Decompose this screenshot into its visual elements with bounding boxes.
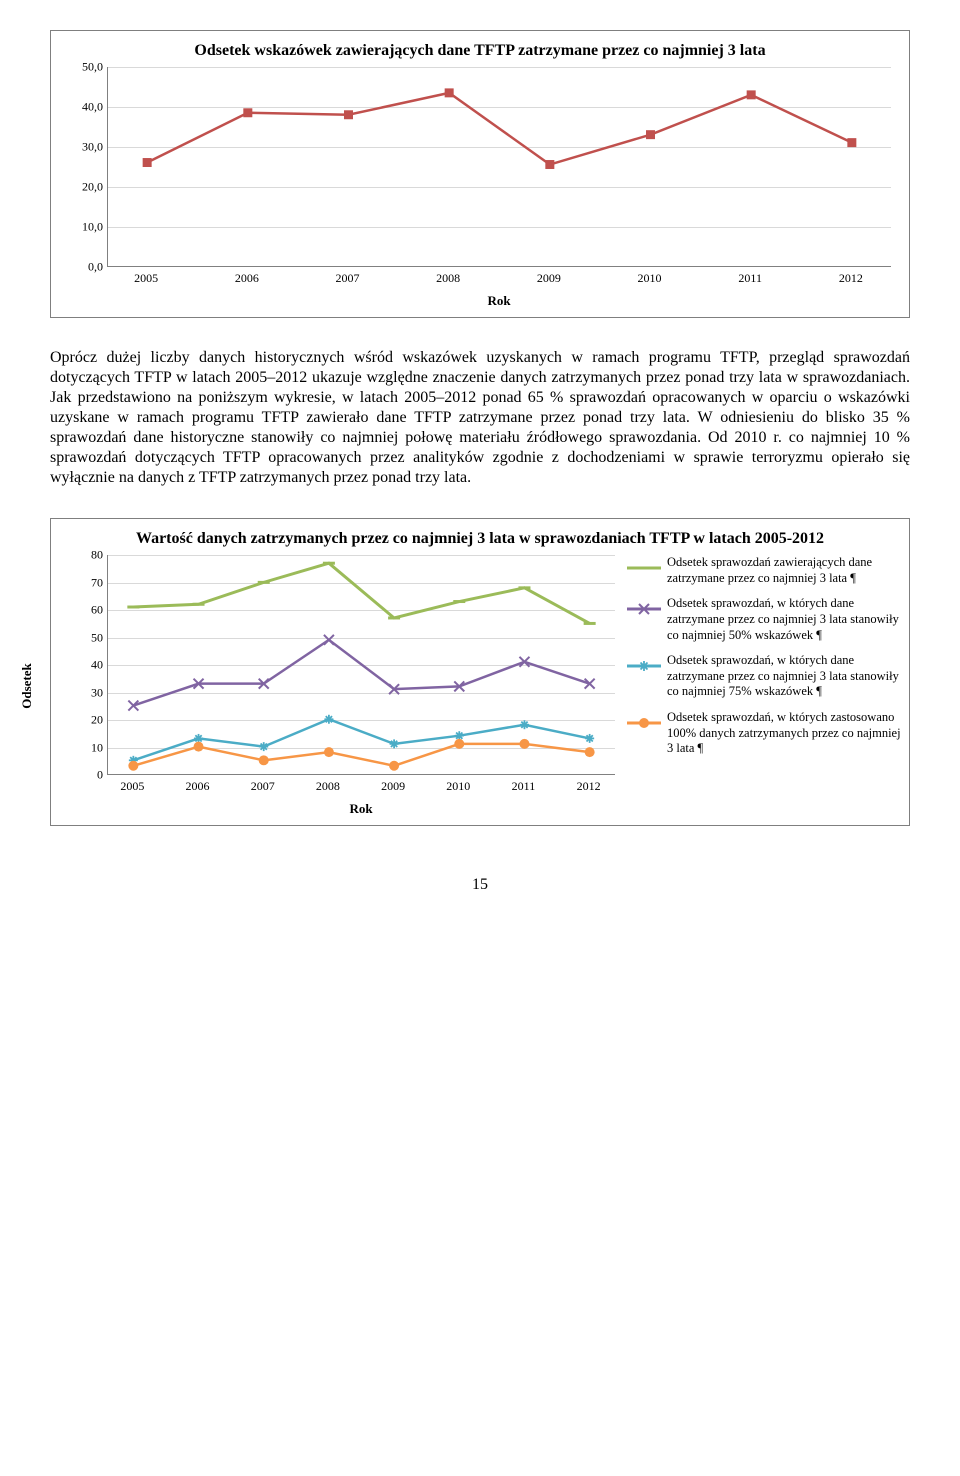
chart-1-svg [108,67,891,266]
chart-2: Wartość danych zatrzymanych przez co naj… [50,518,910,826]
chart-2-y-title: Odsetek [19,663,35,709]
legend-swatch-icon [627,561,661,580]
series-line-percent-tips [147,93,852,165]
x-tick-label: 2009 [381,779,405,794]
chart-1-title: Odsetek wskazówek zawierających dane TFT… [119,41,841,61]
x-tick-label: 2008 [436,271,460,286]
y-tick-label: 10 [91,740,103,755]
series-line-reports-containing [133,563,589,623]
body-paragraph: Oprócz dużej liczby danych historycznych… [50,348,910,488]
chart-2-legend: Odsetek sprawozdań zawierających dane za… [627,555,901,757]
legend-label: Odsetek sprawozdań, w których dane zatrz… [667,653,901,700]
series-line-reports-50pct [133,640,589,706]
y-tick-label: 20,0 [82,180,103,195]
y-tick-label: 70 [91,575,103,590]
y-tick-label: 10,0 [82,220,103,235]
legend-swatch-icon [627,659,661,678]
legend-item: Odsetek sprawozdań, w których dane zatrz… [627,653,901,700]
y-tick-label: 40,0 [82,100,103,115]
y-tick-label: 0 [97,768,103,783]
chart-1-x-labels: 2005 2006 2007 2008 2009 2010 2011 2012 [107,271,891,291]
x-tick-label: 2006 [235,271,259,286]
legend-item: Odsetek sprawozdań, w których dane zatrz… [627,596,901,643]
y-tick-label: 40 [91,658,103,673]
x-tick-label: 2011 [512,779,536,794]
chart-1-plot-area: 0,010,020,030,040,050,0 2005200620072008… [107,67,891,309]
x-tick-label: 2012 [839,271,863,286]
legend-label: Odsetek sprawozdań, w których dane zatrz… [667,596,901,643]
x-tick-label: 2005 [120,779,144,794]
legend-swatch-icon [627,602,661,621]
y-tick-label: 50,0 [82,60,103,75]
x-tick-label: 2005 [134,271,158,286]
chart-2-title: Wartość danych zatrzymanych przez co naj… [119,529,841,549]
x-tick-label: 2010 [446,779,470,794]
y-tick-label: 30 [91,685,103,700]
chart-2-plot [107,555,615,775]
legend-label: Odsetek sprawozdań zawierających dane za… [667,555,901,586]
chart-2-y-axis: 01020304050607080 [59,555,103,775]
x-tick-label: 2007 [251,779,275,794]
y-tick-label: 60 [91,603,103,618]
legend-swatch-icon [627,716,661,735]
x-tick-label: 2010 [638,271,662,286]
chart-1-plot [107,67,891,267]
x-tick-label: 2012 [577,779,601,794]
y-tick-label: 80 [91,548,103,563]
y-tick-label: 50 [91,630,103,645]
y-tick-label: 20 [91,713,103,728]
chart-1-x-title: Rok [107,293,891,309]
chart-1: Odsetek wskazówek zawierających dane TFT… [50,30,910,318]
chart-2-x-title: Rok [107,801,615,817]
legend-item: Odsetek sprawozdań zawierających dane za… [627,555,901,586]
x-tick-label: 2006 [186,779,210,794]
chart-2-plot-area: 01020304050607080 2005200620072008200920… [107,555,615,817]
legend-label: Odsetek sprawozdań, w których zastosowan… [667,710,901,757]
y-tick-label: 30,0 [82,140,103,155]
x-tick-label: 2009 [537,271,561,286]
chart-1-y-axis: 0,010,020,030,040,050,0 [59,67,103,267]
page-number: 15 [50,876,910,894]
chart-2-x-labels: 2005 2006 2007 2008 2009 2010 2011 2012 [107,779,615,799]
legend-item: Odsetek sprawozdań, w których zastosowan… [627,710,901,757]
x-tick-label: 2008 [316,779,340,794]
y-tick-label: 0,0 [88,260,103,275]
chart-2-svg [108,555,615,774]
x-tick-label: 2011 [738,271,762,286]
x-tick-label: 2007 [335,271,359,286]
